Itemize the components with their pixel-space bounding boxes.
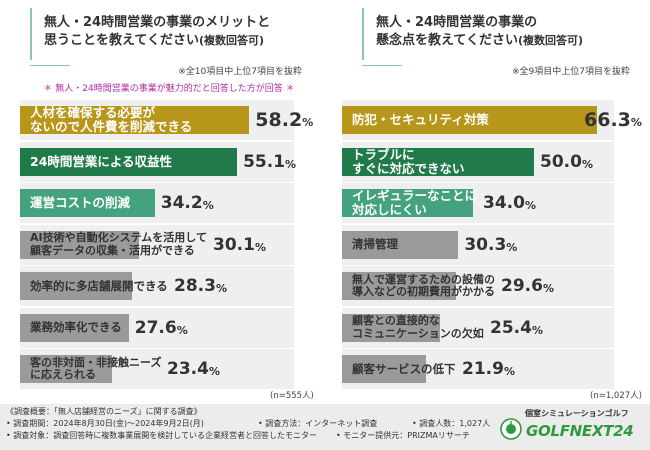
merits-title-line1: 無人・24時間営業の事業のメリットと [44,15,271,30]
survey-period: • 調査期間：2024年8月30日(金)～2024年9月2日(月) [6,419,204,428]
survey-target: • 調査対象：調査回答時に複数事業展開を検討している企業経営者と回答したモニター [6,431,318,440]
merit-row: 業務効率化できる 27.6% [6,307,324,348]
merit-label: 24時間営業による収益性 [30,153,173,169]
concern-row: 顧客との直接的な コミュニケーションの欠如 25.4% [338,307,644,348]
concern-value-label: 29.6% [501,276,554,296]
merit-bar [20,189,155,217]
merits-panel: 無人・24時間営業の事業のメリットと 思うことを教えてください(複数回答可) ※… [6,0,324,404]
merit-label: 客の非対面・非接触ニーズ に応えられる [30,355,162,381]
concern-label: 顧客サービスの低下 [352,361,456,376]
merit-bar [20,313,129,342]
concerns-title-suffix: (複数回答可) [517,34,584,47]
merit-bar [20,230,139,259]
merit-value-label: 23.4% [167,359,220,379]
concern-label: 防犯・セキュリティ対策 [352,112,489,127]
merits-title: 無人・24時間営業の事業のメリットと 思うことを教えてください(複数回答可) [30,8,312,66]
concern-bar [342,313,440,342]
merit-bar [20,106,250,134]
merit-value-label: 55.1% [243,151,297,172]
survey-respondents: • 調査人数：1,027人 [412,419,491,428]
merit-label: 人材を確保する必要が ないので人件費を削減できる [30,105,193,134]
merits-condition: ＊ 無人・24時間営業の事業が魅力的だと回答した方が回答 ＊ [43,84,295,94]
concern-bar [342,355,427,383]
merit-value-label: 27.6% [134,317,188,338]
merits-note: ※全10項目中上位7項目を抜粋 [178,67,302,77]
concern-value-label: 66.3% [584,109,642,131]
concern-row: イレギュラーなことに 対応しにくい 34.0% [338,183,644,223]
survey-provider: • モニター提供元：PRIZMAリサーチ [336,431,470,440]
concern-value-label: 21.9% [462,359,515,379]
merit-row: 客の非対面・非接触ニーズ に応えられる 23.4% [6,349,324,389]
concern-row: 顧客サービスの低下 21.9% [338,349,644,389]
concern-value-label: 34.0% [483,193,536,213]
merits-title-suffix: (複数回答可) [198,34,265,47]
merit-value-label: 58.2% [255,109,314,131]
merit-bar [20,355,113,383]
brand-subtitle: 個室シミュレーションゴルフ [525,409,629,418]
merit-label: AI技術や自動化システムを活用して 顧客データの収集・活用ができる [30,231,207,257]
survey-footer [0,404,650,450]
concern-row: 清掃管理 30.3% [338,224,644,265]
merit-row: 運営コストの削減 34.2% [6,183,324,223]
concern-bar [342,230,459,259]
concerns-title: 無人・24時間営業の事業の 懸念点を教えてください(複数回答可) [362,8,632,66]
concern-value-label: 30.3% [464,234,518,255]
concern-value-label: 25.4% [490,317,543,338]
concern-bar [342,272,456,300]
concern-row: 無人で運営するための設備の 導入などの初期費用がかかる 29.6% [338,266,644,306]
merits-sample-size: (n=555人) [270,391,314,401]
concern-label: イレギュラーなことに 対応しにくい [352,188,478,217]
merit-bar [20,147,238,176]
concern-value-label: 50.0% [540,151,593,172]
concern-row: 防犯・セキュリティ対策 66.3% [338,100,644,140]
merit-value-label: 28.3% [174,276,227,296]
concern-bar [342,147,534,176]
survey-overview: 《調査概要：「無人店舗経営のニーズ」に関する調査》 [6,407,202,416]
concerns-title-line2: 懸念点を教えてください [376,33,518,48]
concerns-sample-size: (n=1,027人) [590,391,642,401]
merit-row: 24時間営業による収益性 55.1% [6,141,324,182]
brand-name: GOLFNEXT24 [526,422,634,440]
concern-bar [342,189,473,217]
concerns-panel: 無人・24時間営業の事業の 懸念点を教えてください(複数回答可) ※全9項目中上… [338,0,644,404]
survey-method: • 調査方法：インターネット調査 [258,419,378,428]
concern-bar [342,106,597,134]
merit-label: 業務効率化できる [30,320,122,334]
merit-row: 人材を確保する必要が ないので人件費を削減できる 58.2% [6,100,324,140]
concern-row: トラブルに すぐに対応できない 50.0% [338,141,644,182]
merit-value-label: 30.1% [213,234,266,255]
merit-label: 運営コストの削減 [30,195,131,210]
concern-label: トラブルに すぐに対応できない [352,146,465,176]
merit-bar [20,272,132,300]
merit-row: 効率的に多店舗展開できる 28.3% [6,266,324,306]
concerns-note: ※全9項目中上位7項目を抜粋 [512,67,630,77]
merits-title-line2: 思うことを教えてください [44,33,199,48]
concern-label: 清掃管理 [352,237,398,251]
merit-value-label: 34.2% [160,193,214,213]
brand-logo: GOLFNEXT24 [500,418,634,444]
concern-label: 無人で運営するための設備の 導入などの初期費用がかかる [352,272,495,298]
concerns-title-line1: 無人・24時間営業の事業の [376,15,538,30]
concern-label: 顧客との直接的な コミュニケーションの欠如 [352,314,484,340]
golf-ball-flag-icon [500,418,522,444]
merit-row: AI技術や自動化システムを活用して 顧客データの収集・活用ができる 30.1% [6,224,324,265]
merit-label: 効率的に多店舗展開できる [30,278,168,293]
